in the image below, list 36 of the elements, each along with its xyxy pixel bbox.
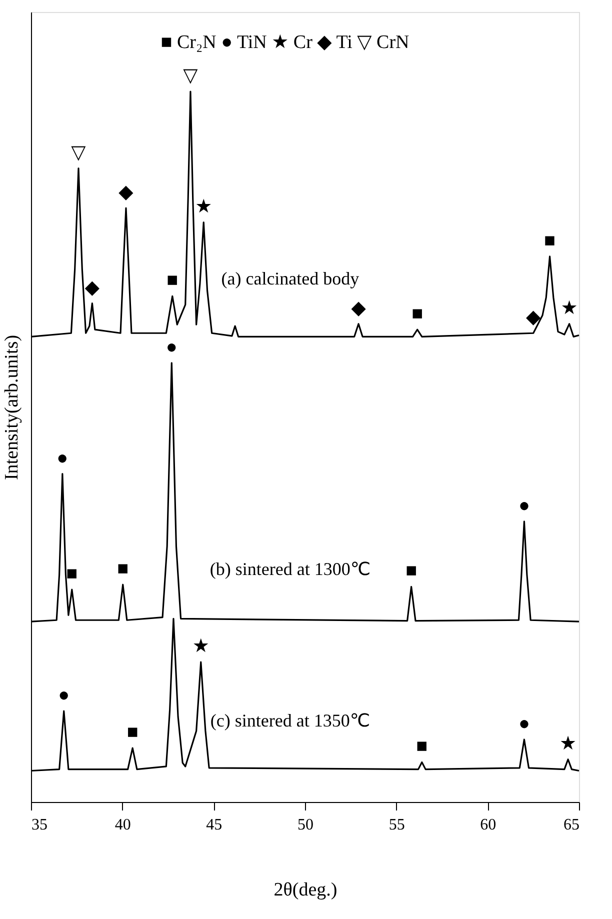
annotation: ● [58,685,70,706]
annotation: ● [56,448,68,469]
x-tick-label: 35 [32,816,48,834]
annotation: ● [166,336,178,358]
annotation: ◆ [526,307,542,328]
annotation: ▽ [71,142,86,164]
x-tick-label: 65 [564,816,580,834]
x-tick-label: 40 [114,816,131,834]
annotation: ■ [117,558,129,580]
annotation: ★ [560,733,577,754]
annotation: ■ [166,270,178,292]
annotation: ★ [195,196,212,218]
text: ■ Cr₂N ● TiN ★ Cr ◆ Ti ▽ CrN [160,32,410,53]
annotation: ◆ [118,182,134,204]
annotation: ◆ [351,298,366,319]
annotation: ■ [406,560,418,582]
x-tick-label: 45 [206,816,222,834]
series-label: (c) sintered at 1350℃ [210,710,370,730]
annotation: ■ [544,230,556,252]
annotation: ★ [560,298,578,319]
x-axis-title: 2θ(deg.) [274,880,338,900]
series-label: (b) sintered at 1300℃ [210,559,371,580]
x-tick-label: 50 [298,816,314,834]
series-label: (a) calcinated body [221,268,360,289]
annotation: ▽ [183,66,198,87]
annotation: ■ [412,304,424,325]
x-tick-label: 60 [480,816,496,834]
annotation: ■ [416,736,428,758]
annotation: ■ [66,564,78,585]
annotation: ● [518,713,530,734]
y-axis-title: Intensity(arb.units) [2,334,22,480]
annotation: ● [518,495,530,516]
x-tick-label: 55 [388,816,405,834]
annotation: ★ [192,636,210,658]
annotation: ◆ [84,277,100,298]
annotation: ■ [126,722,138,744]
